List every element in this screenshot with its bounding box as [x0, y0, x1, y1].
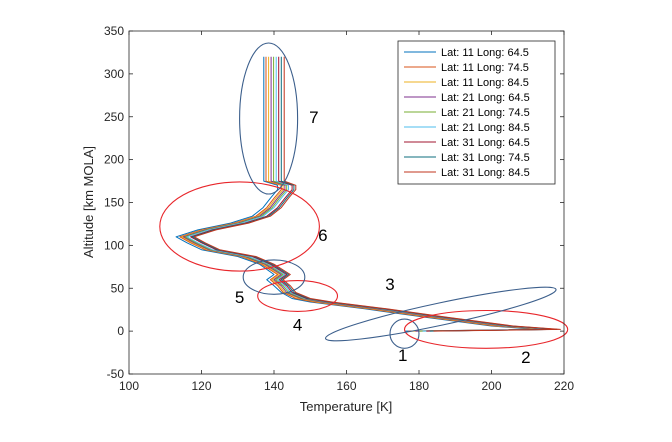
annotation-ellipse-7 — [239, 42, 299, 195]
y-tick-label-100: 100 — [104, 238, 124, 252]
y-tick-label-150: 150 — [104, 196, 124, 210]
ticks-layer: 100 120 140 160 180 200 220 -50 0 50 100 150 200 250 3… — [104, 24, 574, 393]
legend-entry-1: Lat: 11 Long: 64.5 — [441, 47, 529, 59]
x-tick-label-180: 180 — [409, 379, 429, 393]
legend: Lat: 11 Long: 64.5 Lat: 11 Long: 74.5 Lat:… — [397, 40, 556, 185]
y-tick-label-200: 200 — [104, 153, 124, 167]
annotation-ellipse-5 — [242, 259, 306, 295]
annotation-ellipse-1 — [389, 318, 420, 349]
legend-entry-3: Lat: 11 Long: 84.5 — [441, 77, 529, 89]
y-tick-label-300: 300 — [104, 67, 124, 81]
x-tick-label-200: 200 — [481, 379, 501, 393]
annotation-label-6: 6 — [318, 226, 327, 245]
y-tick-label-350: 350 — [104, 24, 124, 38]
annotation-layer: 1 2 3 4 5 6 7 — [159, 42, 569, 367]
annotation-label-4: 4 — [293, 315, 302, 334]
annotation-label-3: 3 — [385, 275, 394, 294]
y-tick-label-50: 50 — [111, 281, 125, 295]
x-tick-label-220: 220 — [554, 379, 574, 393]
legend-entry-7: Lat: 31 Long: 64.5 — [441, 137, 530, 149]
y-tick-label-0: 0 — [117, 324, 124, 338]
annotation-ellipse-6 — [159, 181, 320, 272]
annotation-label-7: 7 — [309, 108, 318, 127]
legend-entry-6: Lat: 21 Long: 84.5 — [441, 122, 530, 134]
annotation-ellipse-2 — [403, 309, 569, 349]
annotation-label-5: 5 — [235, 288, 244, 307]
series-layer — [175, 56, 561, 332]
legend-entry-8: Lat: 31 Long: 74.5 — [441, 152, 530, 164]
legend-entry-2: Lat: 11 Long: 74.5 — [441, 62, 529, 74]
x-axis-label: Temperature [K] — [300, 399, 393, 414]
x-tick-label-100: 100 — [119, 379, 139, 393]
x-tick-label-160: 160 — [336, 379, 356, 393]
y-axis-label: Altitude [km MOLA] — [81, 146, 96, 258]
legend-entry-4: Lat: 21 Long: 64.5 — [441, 92, 530, 104]
x-tick-label-140: 140 — [264, 379, 284, 393]
x-tick-label-120: 120 — [191, 379, 211, 393]
annotation-ellipse-4 — [257, 280, 339, 312]
annotation-ellipse-3 — [325, 286, 557, 342]
y-tick-label-250: 250 — [104, 110, 124, 124]
annotation-label-2: 2 — [521, 348, 530, 367]
legend-entry-9: Lat: 31 Long: 84.5 — [441, 167, 530, 179]
series-line-9 — [193, 56, 561, 332]
annotation-label-1: 1 — [398, 346, 407, 365]
legend-entry-5: Lat: 21 Long: 74.5 — [441, 107, 530, 119]
y-tick-label--50: -50 — [107, 367, 125, 381]
